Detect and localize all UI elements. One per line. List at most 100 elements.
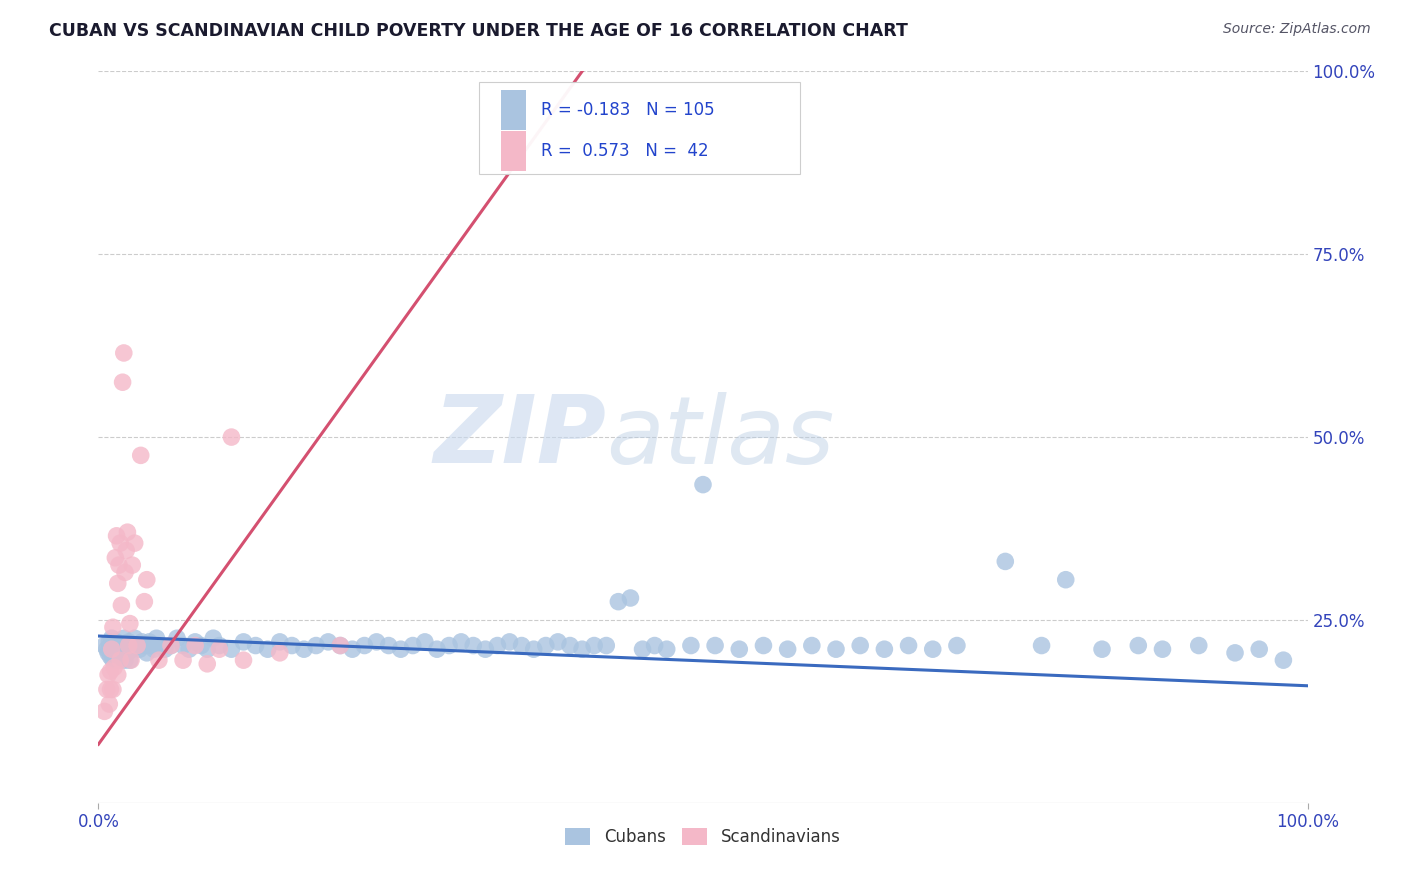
Point (728, 642, 751, 657)
Point (619, 591, 641, 605)
Point (108, 558, 131, 573)
Point (134, 594, 156, 608)
Point (100, 682, 122, 697)
Point (1031, 639, 1053, 653)
Point (166, 632, 188, 646)
Point (208, 639, 231, 653)
Point (292, 642, 315, 657)
Point (111, 376, 134, 390)
Point (103, 639, 125, 653)
Point (245, 639, 267, 653)
Point (692, 477, 714, 491)
Point (202, 632, 225, 646)
Point (108, 536, 131, 550)
Bar (501, 89, 526, 130)
Point (101, 653, 124, 667)
Point (100, 639, 122, 653)
Text: atlas: atlas (606, 392, 835, 483)
Point (450, 635, 472, 649)
Point (172, 653, 194, 667)
Point (96, 642, 118, 657)
Point (679, 639, 702, 653)
Point (1128, 639, 1150, 653)
Point (269, 646, 291, 660)
Point (112, 632, 135, 646)
Point (96, 682, 118, 697)
Point (413, 635, 436, 649)
Point (148, 639, 170, 653)
Point (110, 639, 132, 653)
Point (118, 653, 141, 667)
Point (849, 639, 872, 653)
Point (104, 550, 127, 565)
Point (100, 632, 122, 646)
Point (131, 635, 153, 649)
Point (1054, 573, 1077, 587)
Point (100, 664, 122, 678)
Point (1152, 642, 1174, 657)
Point (631, 642, 654, 657)
Point (897, 639, 920, 653)
Point (329, 639, 352, 653)
Point (120, 653, 142, 667)
Point (105, 529, 128, 543)
Legend: Cubans, Scandinavians: Cubans, Scandinavians (558, 822, 848, 853)
Point (342, 642, 364, 657)
Bar (501, 131, 526, 171)
Point (121, 642, 143, 657)
Text: CUBAN VS SCANDINAVIAN CHILD POVERTY UNDER THE AGE OF 16 CORRELATION CHART: CUBAN VS SCANDINAVIAN CHILD POVERTY UNDE… (49, 22, 908, 40)
Point (114, 653, 136, 667)
Point (825, 642, 848, 657)
Point (305, 639, 328, 653)
Point (117, 525, 139, 540)
Point (98, 697, 121, 711)
Point (190, 639, 212, 653)
Point (129, 448, 152, 462)
FancyBboxPatch shape (479, 82, 800, 174)
Point (655, 642, 678, 657)
Point (104, 646, 127, 660)
Point (128, 642, 150, 657)
Point (184, 635, 207, 649)
Point (105, 635, 128, 649)
Point (100, 649, 122, 664)
Point (377, 639, 399, 653)
Point (118, 635, 141, 649)
Point (124, 632, 146, 646)
Point (153, 642, 176, 657)
Point (232, 635, 254, 649)
Text: Source: ZipAtlas.com: Source: ZipAtlas.com (1223, 22, 1371, 37)
Point (1223, 646, 1246, 660)
Point (437, 639, 460, 653)
Point (752, 639, 775, 653)
Point (994, 554, 1017, 568)
Point (120, 639, 142, 653)
Point (127, 639, 149, 653)
Point (135, 573, 157, 587)
Point (143, 642, 166, 657)
Point (595, 639, 617, 653)
Text: R = -0.183   N = 105: R = -0.183 N = 105 (541, 101, 714, 119)
Point (873, 642, 896, 657)
Point (107, 576, 129, 591)
Point (195, 642, 218, 657)
Point (366, 635, 388, 649)
Point (101, 642, 124, 657)
Point (111, 642, 134, 657)
Point (571, 642, 593, 657)
Point (329, 639, 352, 653)
Point (101, 620, 124, 634)
Text: ZIP: ZIP (433, 391, 606, 483)
Point (160, 639, 183, 653)
Point (534, 639, 557, 653)
Text: R =  0.573   N =  42: R = 0.573 N = 42 (541, 142, 709, 160)
Point (184, 639, 207, 653)
Point (547, 635, 569, 649)
Point (523, 642, 546, 657)
Point (195, 657, 218, 671)
Point (107, 667, 129, 681)
Point (138, 635, 160, 649)
Point (232, 653, 254, 667)
Point (607, 594, 630, 608)
Point (800, 639, 823, 653)
